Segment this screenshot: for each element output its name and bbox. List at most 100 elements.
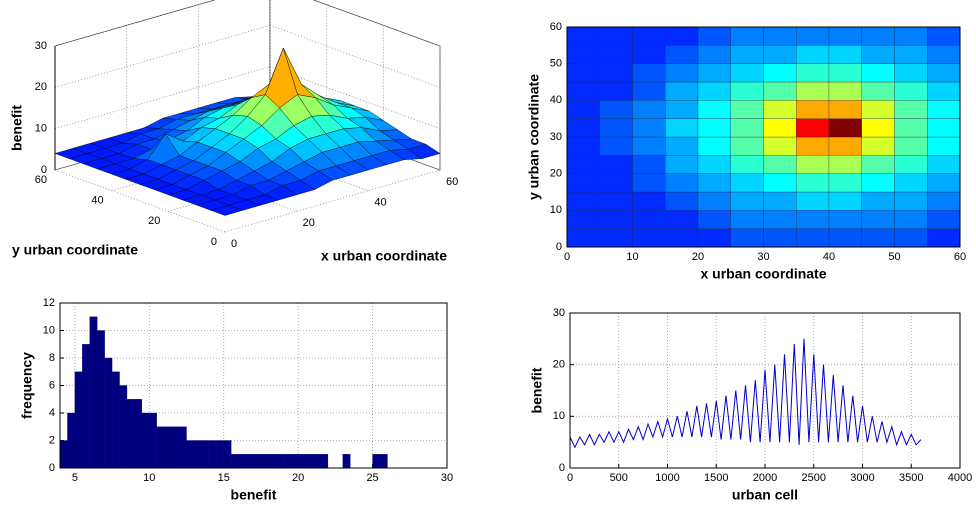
heatmap-cell [632,136,666,156]
heatmap-cell [763,173,797,193]
plot-area [570,313,960,468]
heatmap-cell [796,26,830,46]
heatmap-cell [894,191,928,211]
x-tick-label: 25 [366,472,378,484]
heatmap-cell [861,173,895,193]
heatmap-cell [894,63,928,83]
heatmap-cell [566,45,600,64]
histogram-bar [245,454,254,469]
heatmap-cell [796,81,830,101]
heatmap-cell [730,155,764,174]
histogram-bar [74,371,83,469]
heatmap-cell [828,191,862,211]
heatmap-cell [730,136,764,156]
heatmap-cell [697,100,731,119]
heatmap-cell [927,26,961,46]
heatmap-cell [828,81,862,101]
heatmap-cell [894,26,928,46]
histogram-bar [312,454,321,469]
heatmap-cell [861,63,895,83]
heatmap-cell [632,26,666,46]
heatmap-cell [861,228,895,248]
x-tick-label: 2000 [753,472,777,484]
y-tick-label: 10 [550,204,562,216]
x-tick-label: 3000 [850,472,874,484]
heatmap-cell [665,210,699,229]
heatmap-cell [566,26,600,46]
heatmap-cell [665,81,699,101]
heatmap-cell [632,63,666,83]
heatmap-cell [927,45,961,64]
z-tick-label: 10 [35,123,47,135]
surface-patch [210,204,244,216]
grid-line [54,0,216,47]
y-tick-label: 60 [35,174,47,186]
y-tick-label: 0 [49,462,55,474]
heatmap-cell [730,45,764,64]
z-tick-label: 30 [35,40,47,52]
heatmap-cell [763,100,797,119]
heatmap-cell [796,191,830,211]
heatmap-cell [927,136,961,156]
y-tick-label: 6 [49,379,55,391]
heatmap-cell [665,155,699,174]
heatmap-cell [730,191,764,211]
histogram-bar [126,399,135,469]
y-axis-label: frequency [19,352,35,419]
x-tick-label: 500 [610,472,628,484]
heatmap-cell [927,210,961,229]
heatmap-cell [632,210,666,229]
heatmap-cell [763,26,797,46]
heatmap-cell [730,228,764,248]
y-tick-label: 20 [550,168,562,180]
x-tick-label: 60 [954,251,966,263]
grid-line [312,0,441,47]
histogram-bar [208,440,217,469]
y-tick-label: 40 [91,195,103,207]
histogram-bar [97,330,105,469]
heatmap-cell [861,26,895,46]
heatmap-cell [828,155,862,174]
heatmap-cell [861,81,895,101]
heatmap-cell [763,155,797,174]
heatmap-cell [566,228,600,248]
x-tick-label: 0 [564,251,570,263]
heatmap-cell [927,173,961,193]
heatmap-cell [796,100,830,119]
x-tick-label: 10 [626,251,638,263]
heatmap-cell [763,81,797,101]
heatmap-cell [796,228,830,248]
heatmap-cell [665,118,699,138]
heatmap-cell [894,155,928,174]
heatmap-cell [697,63,731,83]
heatmap-cell [927,63,961,83]
x-axis-label: urban cell [732,487,798,503]
heatmap-cell [894,45,928,64]
histogram-bar [260,454,269,469]
histogram-bar [171,426,180,469]
heatmap-cell [566,173,600,193]
histogram-bar [82,344,90,469]
y-tick-label: 4 [49,407,55,419]
heatmap-cell [632,155,666,174]
y-tick-label: 20 [148,215,160,227]
x-tick-label: 3500 [899,472,923,484]
histogram-bar [134,399,143,469]
x-tick-label: 40 [823,251,835,263]
heatmap-cell [599,45,633,64]
histogram-bar [119,385,128,469]
heatmap-cell [730,26,764,46]
heatmap-cell [697,228,731,248]
heatmap-cell [894,118,928,138]
histogram-bar [305,454,314,469]
heatmap-cell [828,118,862,138]
heatmap-cell [697,191,731,211]
heatmap-cell [828,100,862,119]
heatmap-cell [632,45,666,64]
heatmap-cell [763,45,797,64]
heatmap-cell [763,63,797,83]
heatmap-cell [599,81,633,101]
heatmap-cell [763,228,797,248]
x-tick-label: 50 [888,251,900,263]
heatmap-cell [927,81,961,101]
